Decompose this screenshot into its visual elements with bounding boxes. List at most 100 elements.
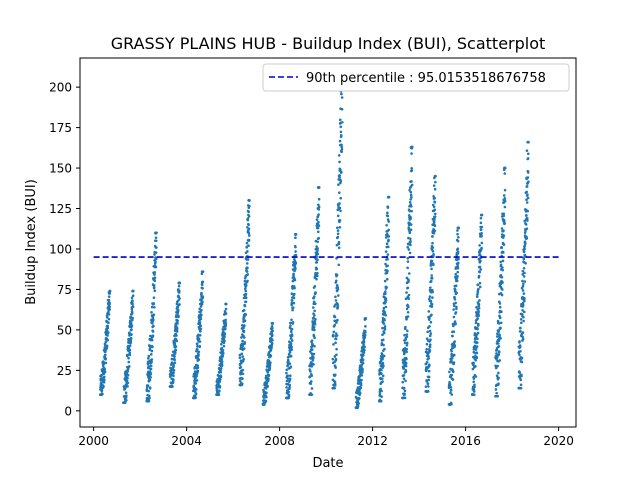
data-point	[289, 337, 293, 340]
data-point	[313, 336, 316, 340]
data-point	[294, 267, 297, 271]
data-point	[428, 329, 432, 333]
data-point	[247, 223, 250, 227]
data-point	[519, 318, 523, 321]
data-point	[294, 245, 297, 249]
data-point	[501, 281, 504, 284]
data-point	[130, 296, 134, 300]
data-point	[314, 318, 317, 321]
data-point	[495, 348, 499, 352]
data-point	[499, 263, 503, 267]
data-point	[456, 232, 459, 236]
data-point	[519, 386, 523, 390]
data-point	[474, 321, 478, 325]
data-point	[102, 385, 105, 388]
legend-box	[262, 63, 570, 92]
data-point	[364, 331, 367, 334]
data-point	[223, 333, 227, 336]
data-point	[525, 236, 529, 240]
data-point	[407, 280, 410, 283]
data-point	[173, 355, 176, 358]
data-point	[175, 329, 179, 333]
data-point	[245, 270, 249, 273]
data-point	[147, 354, 151, 358]
data-point	[294, 261, 298, 265]
data-point	[430, 259, 434, 263]
data-point	[381, 380, 384, 383]
data-point	[433, 208, 437, 212]
data-point	[427, 385, 430, 388]
data-point	[338, 174, 341, 177]
data-point	[287, 390, 291, 394]
data-point	[520, 374, 523, 378]
x-tick-label: 2008	[264, 434, 295, 448]
data-point	[402, 373, 406, 377]
data-point	[472, 380, 476, 384]
data-point	[148, 387, 152, 390]
data-point	[364, 325, 367, 328]
data-point	[499, 260, 503, 264]
data-point	[148, 348, 152, 351]
data-point	[410, 205, 413, 208]
data-point	[427, 354, 430, 358]
data-point	[362, 343, 365, 346]
data-point	[309, 370, 312, 373]
data-point	[100, 388, 104, 392]
data-point	[149, 376, 152, 379]
data-point	[316, 247, 319, 250]
data-point	[358, 397, 361, 400]
data-point	[223, 335, 226, 339]
data-point	[246, 258, 250, 261]
data-point	[339, 134, 343, 137]
data-point	[338, 176, 341, 179]
data-point	[387, 220, 391, 223]
data-point	[149, 364, 153, 368]
data-point	[452, 353, 456, 357]
data-point	[335, 334, 339, 337]
data-point	[522, 292, 526, 295]
data-point	[454, 311, 458, 314]
data-point	[526, 219, 529, 222]
data-point	[336, 232, 340, 236]
data-point	[310, 348, 314, 351]
data-point	[125, 394, 128, 397]
data-point	[131, 305, 135, 309]
data-point	[339, 209, 342, 213]
data-point	[498, 334, 501, 337]
data-point	[385, 223, 388, 227]
data-point	[407, 242, 410, 246]
data-point	[177, 289, 181, 293]
data-point	[403, 392, 406, 396]
data-point	[521, 301, 525, 305]
data-point	[99, 381, 103, 385]
data-point	[478, 285, 482, 289]
data-point	[337, 246, 341, 250]
data-point	[455, 305, 458, 309]
data-point	[503, 172, 507, 175]
data-point	[452, 308, 455, 311]
data-point	[340, 107, 344, 111]
data-point	[478, 270, 482, 274]
data-point	[312, 356, 315, 359]
data-point	[178, 297, 181, 300]
y-tick-label: 175	[49, 121, 72, 135]
data-point	[453, 340, 456, 343]
x-tick-label: 2020	[543, 434, 574, 448]
data-point	[340, 92, 343, 96]
data-point	[432, 205, 436, 209]
data-point	[288, 377, 292, 381]
data-point	[450, 393, 454, 396]
data-point	[383, 328, 387, 331]
data-point	[334, 279, 338, 283]
data-point	[386, 264, 389, 268]
data-point	[473, 385, 476, 389]
data-point	[405, 350, 408, 354]
data-point	[498, 359, 502, 362]
data-point	[312, 363, 315, 366]
data-point	[381, 361, 385, 365]
data-point	[473, 332, 477, 335]
data-point	[450, 349, 453, 353]
data-point	[178, 303, 181, 306]
data-point	[406, 286, 410, 290]
data-point	[315, 255, 318, 258]
